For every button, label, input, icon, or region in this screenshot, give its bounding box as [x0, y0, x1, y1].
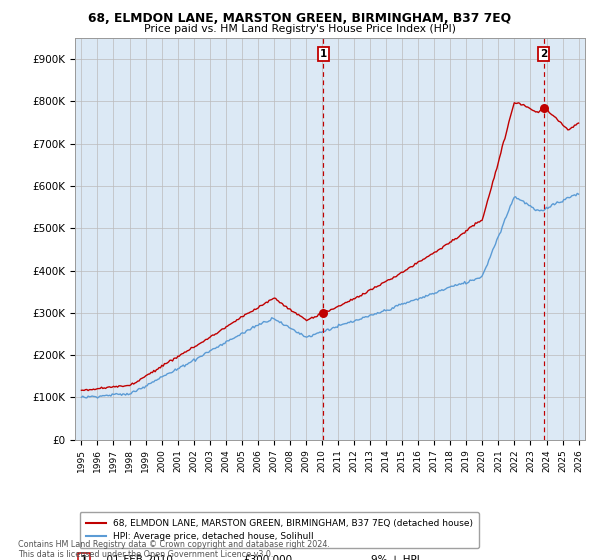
Text: £300,000: £300,000 — [244, 555, 292, 560]
Text: 01-FEB-2010: 01-FEB-2010 — [101, 555, 173, 560]
Text: 1: 1 — [320, 49, 327, 59]
Legend: 68, ELMDON LANE, MARSTON GREEN, BIRMINGHAM, B37 7EQ (detached house), HPI: Avera: 68, ELMDON LANE, MARSTON GREEN, BIRMINGH… — [80, 512, 479, 548]
Text: Price paid vs. HM Land Registry's House Price Index (HPI): Price paid vs. HM Land Registry's House … — [144, 24, 456, 34]
Text: 68, ELMDON LANE, MARSTON GREEN, BIRMINGHAM, B37 7EQ: 68, ELMDON LANE, MARSTON GREEN, BIRMINGH… — [88, 12, 512, 25]
Text: Contains HM Land Registry data © Crown copyright and database right 2024.
This d: Contains HM Land Registry data © Crown c… — [18, 540, 330, 559]
Text: 1: 1 — [81, 555, 88, 560]
Text: 9% ↓ HPI: 9% ↓ HPI — [371, 555, 419, 560]
Text: 2: 2 — [540, 49, 547, 59]
